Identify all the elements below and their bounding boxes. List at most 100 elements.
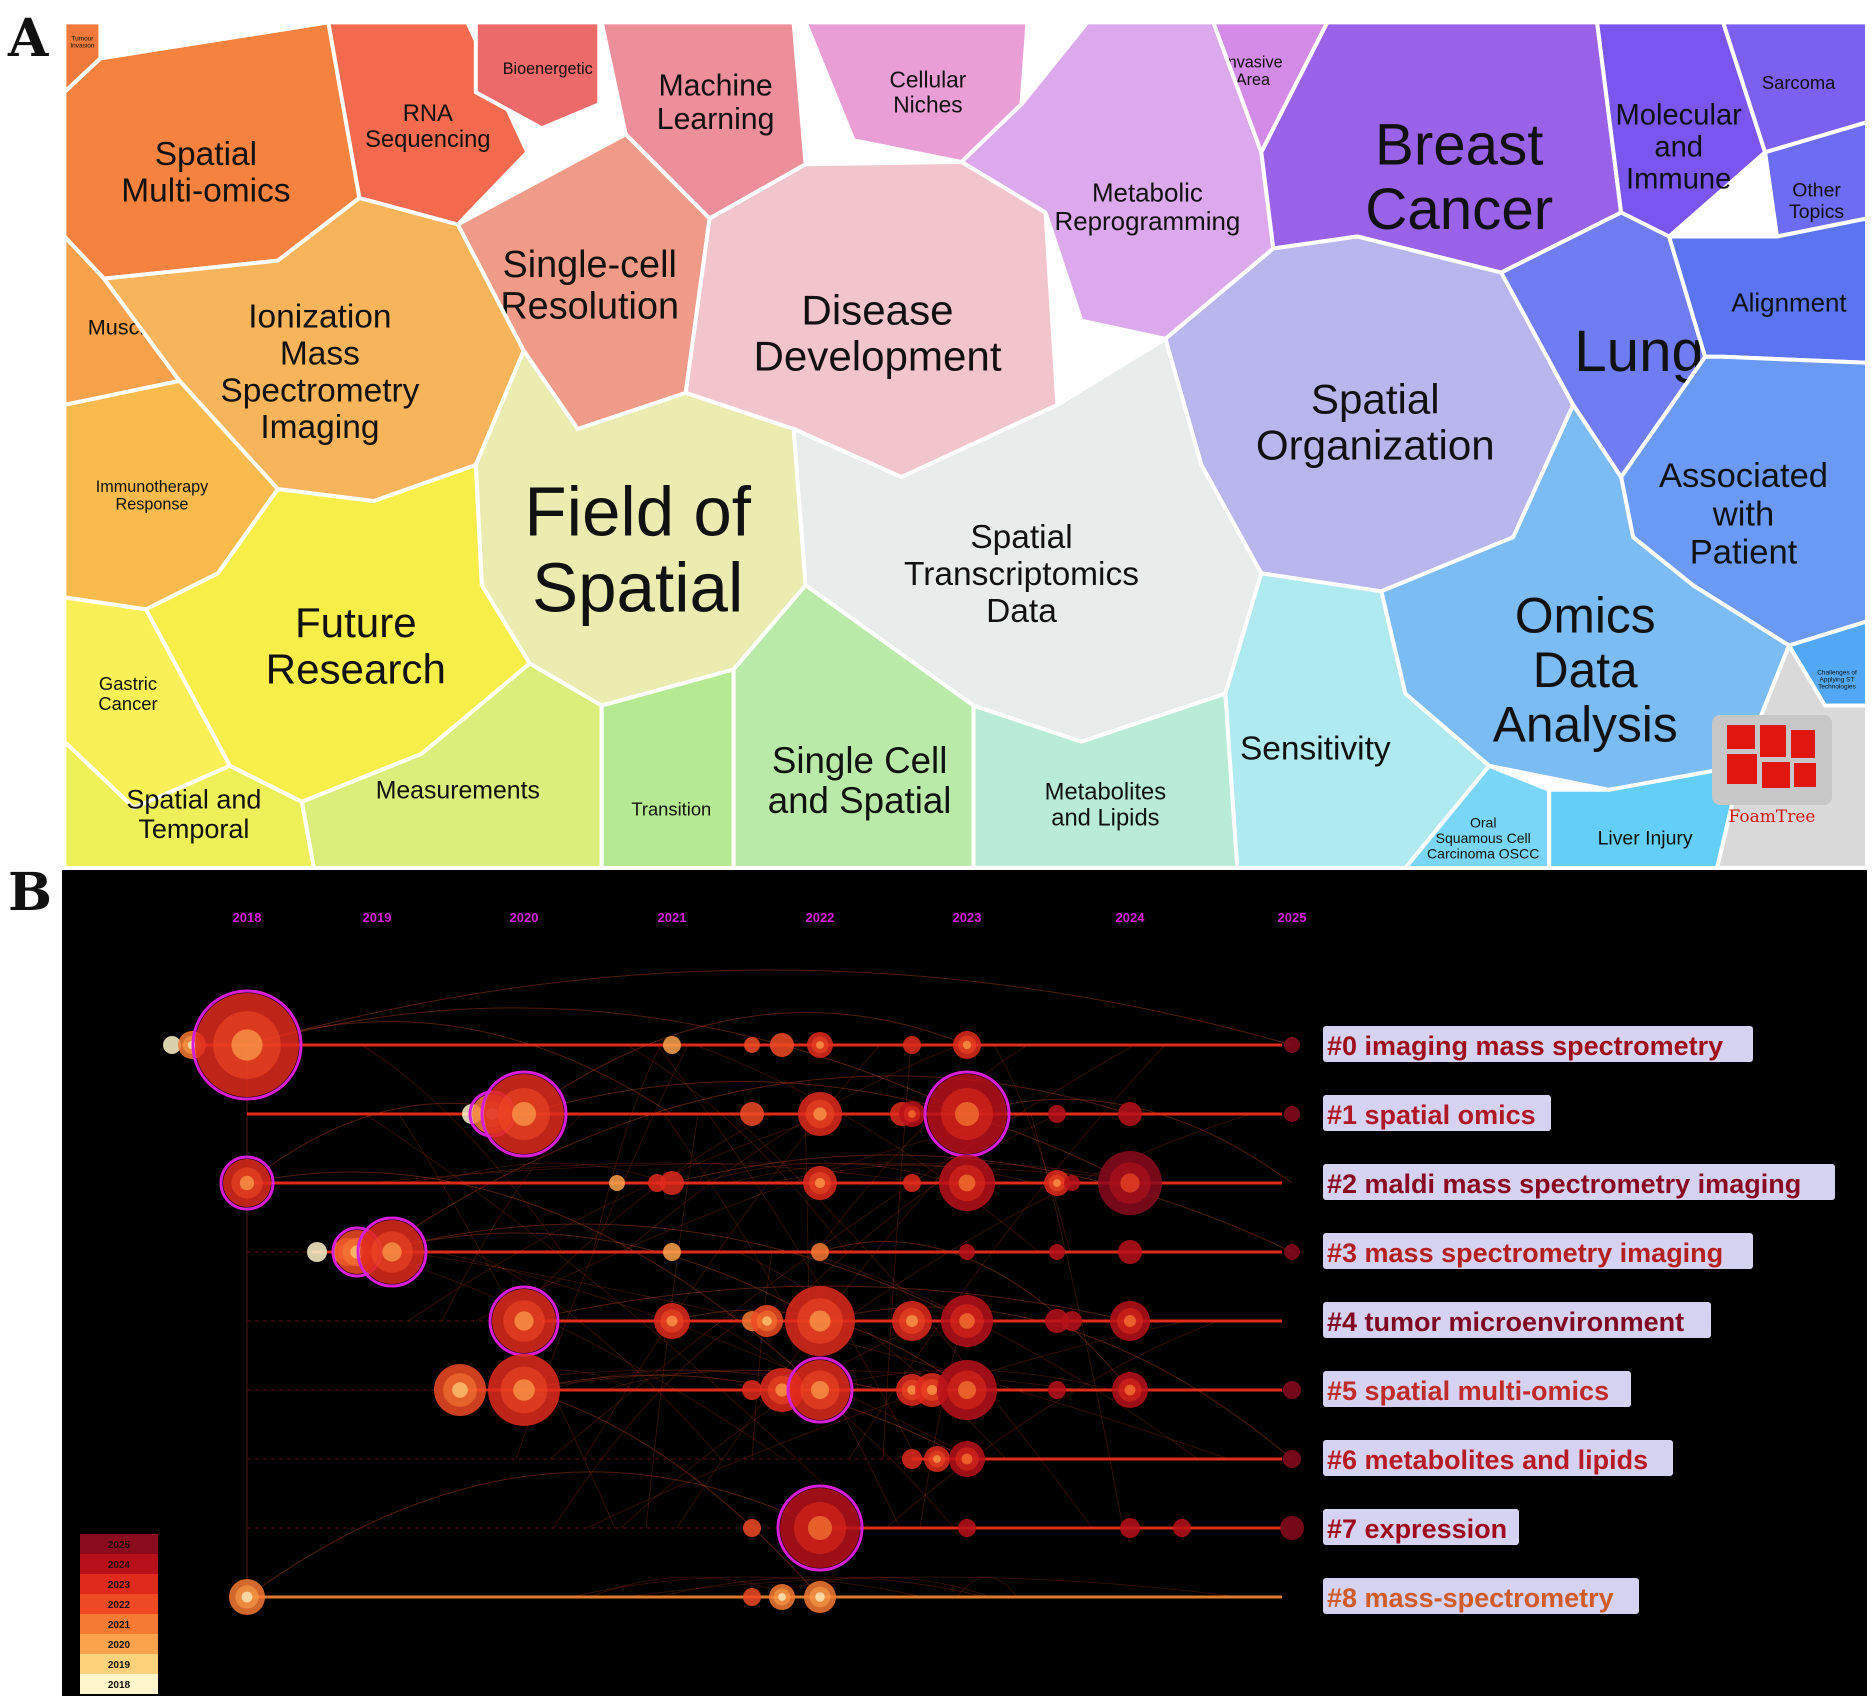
- keyword-node[interactable]: [356, 1216, 428, 1288]
- keyword-node[interactable]: [307, 1242, 327, 1262]
- citation-arc: [586, 1320, 1188, 1529]
- keyword-node[interactable]: [1049, 1244, 1065, 1260]
- keyword-node[interactable]: [1112, 1372, 1148, 1408]
- keyword-node[interactable]: [663, 1036, 681, 1054]
- cluster-label[interactable]: #8 mass-spectrometry: [1323, 1578, 1639, 1614]
- keyword-node[interactable]: [191, 989, 303, 1101]
- keyword-node[interactable]: [811, 1243, 829, 1261]
- keyword-node[interactable]: [480, 1070, 568, 1158]
- keyword-node[interactable]: [740, 1102, 764, 1126]
- keyword-node[interactable]: [1120, 1518, 1140, 1538]
- keyword-node[interactable]: [1118, 1240, 1142, 1264]
- keyword-node[interactable]: [1284, 1106, 1300, 1122]
- keyword-node[interactable]: [776, 1484, 864, 1572]
- keyword-node[interactable]: [743, 1588, 761, 1606]
- keyword-node[interactable]: [902, 1449, 922, 1469]
- foam-cell[interactable]: Disease Development: [683, 159, 1060, 480]
- citation-arc: [523, 1285, 1131, 1322]
- keyword-node[interactable]: [807, 1032, 833, 1058]
- keyword-node[interactable]: [769, 1584, 795, 1610]
- keyword-node[interactable]: [798, 1092, 842, 1136]
- keyword-node[interactable]: [892, 1301, 932, 1341]
- keyword-node[interactable]: [1283, 1450, 1301, 1468]
- keyword-node[interactable]: [488, 1285, 560, 1357]
- foam-cell[interactable]: Metabolites and Lipids: [971, 691, 1240, 868]
- keyword-node[interactable]: [743, 1519, 761, 1537]
- foam-cell[interactable]: Sensitivity: [1223, 571, 1492, 868]
- foam-cell[interactable]: Molecular and Immune: [1595, 20, 1768, 239]
- foam-cell[interactable]: Oral Squamous Cell Carcinoma OSCC: [1403, 763, 1552, 868]
- keyword-node[interactable]: [654, 1303, 690, 1339]
- keyword-node[interactable]: [924, 1446, 950, 1472]
- foam-cell[interactable]: Spatial Organization: [1163, 234, 1576, 594]
- keyword-node[interactable]: [1044, 1170, 1070, 1196]
- keyword-node[interactable]: [660, 1171, 684, 1195]
- foam-cell[interactable]: Future Research: [144, 463, 532, 804]
- cluster-label[interactable]: #1 spatial omics: [1323, 1095, 1551, 1131]
- foam-cell[interactable]: Other Topics: [1763, 120, 1867, 239]
- foam-cell[interactable]: Machine Learning: [599, 20, 808, 221]
- foam-cell[interactable]: Transition: [599, 667, 736, 869]
- keyword-node[interactable]: [903, 1174, 921, 1192]
- foam-cell[interactable]: Breast Cancer: [1259, 20, 1624, 275]
- foam-cell[interactable]: Sarcoma: [1721, 20, 1867, 155]
- keyword-node[interactable]: [923, 1070, 1011, 1158]
- keyword-node[interactable]: [1173, 1519, 1191, 1537]
- keyword-node[interactable]: [953, 1031, 981, 1059]
- keyword-node[interactable]: [786, 1356, 854, 1424]
- keyword-node[interactable]: [163, 1036, 181, 1054]
- keyword-node[interactable]: [1110, 1301, 1150, 1341]
- keyword-node[interactable]: [770, 1033, 794, 1057]
- foam-cell[interactable]: Alignment: [1667, 216, 1867, 365]
- keyword-node[interactable]: [1280, 1516, 1304, 1540]
- cluster-label[interactable]: #3 mass spectrometry imaging: [1323, 1233, 1753, 1269]
- keyword-node[interactable]: [1064, 1175, 1080, 1191]
- citation-arc: [804, 1113, 810, 1322]
- foam-cell[interactable]: Spatial and Temporal: [62, 739, 316, 868]
- keyword-node[interactable]: [939, 1155, 995, 1211]
- cluster-label[interactable]: #7 expression: [1323, 1509, 1519, 1545]
- keyword-node[interactable]: [744, 1037, 760, 1053]
- keyword-node[interactable]: [804, 1581, 836, 1613]
- keyword-node[interactable]: [1098, 1151, 1162, 1215]
- foam-cell[interactable]: Bioenergetic: [473, 20, 602, 131]
- keyword-node[interactable]: [1048, 1381, 1066, 1399]
- keyword-node[interactable]: [1283, 1381, 1301, 1399]
- keyword-node[interactable]: [941, 1295, 993, 1347]
- keyword-node[interactable]: [663, 1243, 681, 1261]
- keyword-node[interactable]: [229, 1579, 265, 1615]
- cluster-label[interactable]: #6 metabolites and lipids: [1323, 1440, 1673, 1476]
- keyword-node[interactable]: [1062, 1311, 1082, 1331]
- foamtree-logo: FoamTree: [1712, 715, 1832, 827]
- keyword-node[interactable]: [958, 1519, 976, 1537]
- keyword-node[interactable]: [1284, 1244, 1300, 1260]
- cluster-label[interactable]: #0 imaging mass spectrometry: [1323, 1026, 1753, 1062]
- citation-arc: [523, 1374, 968, 1460]
- foam-cell[interactable]: Cellular Niches: [803, 20, 1030, 164]
- keyword-node[interactable]: [937, 1360, 997, 1420]
- keyword-node[interactable]: [949, 1441, 985, 1477]
- keyword-node[interactable]: [434, 1364, 486, 1416]
- keyword-node[interactable]: [742, 1380, 762, 1400]
- keyword-node[interactable]: [751, 1305, 783, 1337]
- keyword-node[interactable]: [899, 1101, 925, 1127]
- cluster-label[interactable]: #2 maldi mass spectrometry imaging: [1323, 1164, 1835, 1200]
- keyword-node[interactable]: [785, 1286, 855, 1356]
- citation-arc: [698, 1162, 736, 1184]
- legend-year-label: 2024: [108, 1560, 131, 1571]
- cluster-label[interactable]: #5 spatial multi-omics: [1323, 1371, 1631, 1407]
- keyword-node[interactable]: [803, 1166, 837, 1200]
- keyword-node[interactable]: [1048, 1105, 1066, 1123]
- keyword-node[interactable]: [219, 1155, 275, 1211]
- keyword-node[interactable]: [1118, 1102, 1142, 1126]
- keyword-node[interactable]: [1284, 1037, 1300, 1053]
- keyword-node[interactable]: [903, 1036, 921, 1054]
- foam-cell[interactable]: Single Cell and Spatial: [731, 583, 976, 868]
- keyword-node[interactable]: [609, 1175, 625, 1191]
- foam-cell[interactable]: Metabolic Reprogramming: [959, 20, 1276, 341]
- foam-cell[interactable]: Ionization Mass Spectrometry Imaging: [102, 196, 526, 504]
- keyword-node[interactable]: [1045, 1309, 1069, 1333]
- keyword-node[interactable]: [488, 1354, 560, 1426]
- cluster-label[interactable]: #4 tumor microenvironment: [1323, 1302, 1711, 1338]
- keyword-node[interactable]: [959, 1244, 975, 1260]
